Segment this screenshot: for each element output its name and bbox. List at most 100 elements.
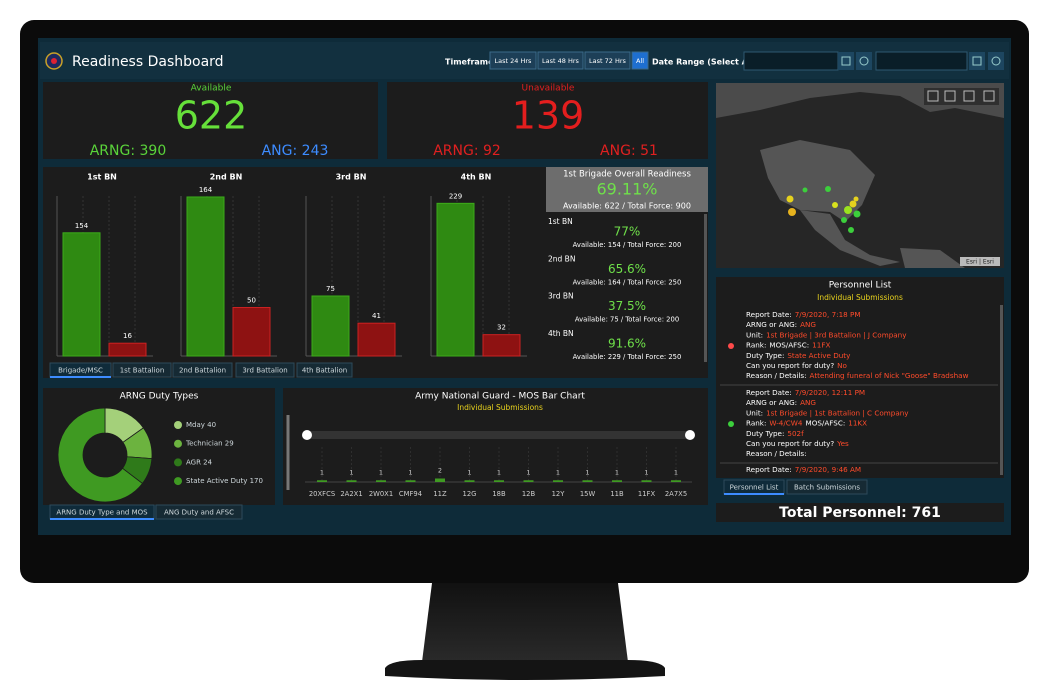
- tab[interactable]: [786, 479, 868, 495]
- x-tick-label: 15W: [580, 490, 596, 498]
- basemap-button[interactable]: [983, 90, 995, 102]
- timeframe-button-label: Last 24 Hrs: [495, 57, 533, 65]
- calendar-icon: [841, 56, 851, 66]
- timeframe-button-label: Last 72 Hrs: [589, 57, 627, 65]
- map-point[interactable]: [853, 210, 861, 218]
- bar-value-label: 1: [467, 468, 471, 476]
- map-point[interactable]: [802, 187, 808, 193]
- bar-value-label: 154: [75, 222, 89, 230]
- bar: [582, 480, 593, 482]
- unavailable-arng: ARNG: 92: [433, 143, 501, 159]
- total-personnel: Total Personnel: 761: [779, 505, 941, 521]
- calendar-button[interactable]: [969, 52, 985, 70]
- field-label: Rank:: [746, 341, 766, 350]
- field-value: 7/9/2020, 7:18 PM: [795, 310, 861, 319]
- bar: [482, 334, 521, 357]
- bar: [232, 307, 271, 357]
- readiness-summary: Available: 622 / Total Force: 900: [563, 202, 691, 211]
- bar-value-label: 229: [449, 192, 462, 200]
- bar-value-label: 1: [349, 468, 353, 476]
- bar: [464, 480, 475, 482]
- legend-button[interactable]: [944, 90, 956, 102]
- bar: [671, 480, 681, 482]
- personnel-title: Personnel List: [829, 281, 892, 291]
- field-label: ARNG or ANG:: [746, 398, 797, 407]
- timeframe-button[interactable]: [489, 51, 537, 70]
- timeframe-button[interactable]: [537, 51, 584, 70]
- bar-value-label: 164: [199, 186, 213, 194]
- mos-title: Army National Guard - MOS Bar Chart: [415, 392, 585, 402]
- tab-label: Batch Submissions: [794, 484, 860, 492]
- map-point[interactable]: [788, 208, 796, 216]
- bar-value-label: 1: [644, 468, 648, 476]
- monitor-base: [385, 660, 665, 680]
- field-line: Rank: W-4/CW4 MOS/AFSC: 11KX: [746, 419, 867, 428]
- legend-swatch: [174, 439, 182, 448]
- map-land: [800, 210, 900, 266]
- chart-title: 2nd BN: [210, 173, 243, 182]
- map-points: [786, 186, 861, 233]
- bar-value-label: 1: [585, 468, 589, 476]
- field-line: Duty Type: 502f: [746, 429, 804, 438]
- map-land: [900, 248, 965, 268]
- map-point[interactable]: [849, 200, 857, 208]
- tab-label: 4th Battalion: [302, 367, 347, 375]
- range-slider[interactable]: [307, 431, 690, 439]
- layers-button[interactable]: [963, 90, 975, 102]
- bar: [186, 196, 225, 357]
- tab[interactable]: [155, 504, 243, 520]
- map-point[interactable]: [848, 227, 854, 233]
- map-point[interactable]: [825, 186, 831, 192]
- battalion-percent: 37.5%: [608, 299, 646, 313]
- bar-value-label: 1: [615, 468, 619, 476]
- field-value: W-4/CW4: [769, 419, 803, 428]
- clock-button[interactable]: [856, 52, 872, 70]
- bar: [376, 480, 386, 482]
- slider-handle[interactable]: [302, 430, 312, 440]
- x-tick-label: 11B: [610, 490, 624, 498]
- field-label: MOS/AFSC:: [769, 341, 809, 350]
- tab[interactable]: [112, 362, 172, 378]
- date-input[interactable]: [743, 51, 839, 71]
- slider-handle[interactable]: [685, 430, 695, 440]
- field-value: 502f: [787, 429, 804, 438]
- field-label: Unit:: [746, 330, 763, 339]
- available-ang: ANG: 243: [262, 143, 329, 159]
- date-input[interactable]: [875, 51, 968, 71]
- map-point[interactable]: [853, 196, 859, 202]
- attribution-bar: [960, 257, 1000, 266]
- timeframe-button-label: Last 48 Hrs: [542, 57, 580, 65]
- calendar-button[interactable]: [838, 52, 854, 70]
- bar: [346, 480, 357, 482]
- field-line: Can you report for duty? No: [746, 361, 847, 370]
- field-value: ANG: [800, 398, 816, 407]
- map-point[interactable]: [844, 206, 852, 214]
- status-dot: [728, 343, 734, 349]
- map-point[interactable]: [832, 202, 838, 208]
- bar: [436, 202, 475, 357]
- field-line: Reason / Details: Attending funeral of Ni…: [746, 371, 969, 380]
- unavailable-label: Unavailable: [522, 84, 575, 94]
- clock-button[interactable]: [988, 52, 1004, 70]
- x-tick-label: 2A7X5: [665, 490, 687, 498]
- bar-value-label: 1: [526, 468, 530, 476]
- donut-slice: [57, 407, 143, 503]
- timeframe-button[interactable]: [631, 51, 649, 70]
- chart-title: 4th BN: [461, 173, 492, 182]
- tab[interactable]: [235, 362, 295, 378]
- map-point[interactable]: [841, 217, 847, 223]
- map-point[interactable]: [786, 195, 794, 203]
- home-button[interactable]: [927, 90, 939, 102]
- battalion-percent: 77%: [614, 225, 641, 239]
- x-tick-label: 12B: [522, 490, 536, 498]
- field-line: ARNG or ANG: ANG: [746, 398, 816, 407]
- field-line: ARNG or ANG:: [746, 475, 797, 484]
- timeframe-button[interactable]: [584, 51, 631, 70]
- tab-label: Personnel List: [730, 484, 779, 492]
- battalion-name: 1st BN: [548, 217, 573, 226]
- field-label: Can you report for duty?: [746, 439, 834, 448]
- tab[interactable]: [296, 362, 353, 378]
- field-line: Rank: MOS/AFSC: 11FX: [746, 341, 830, 350]
- tab[interactable]: [172, 362, 233, 378]
